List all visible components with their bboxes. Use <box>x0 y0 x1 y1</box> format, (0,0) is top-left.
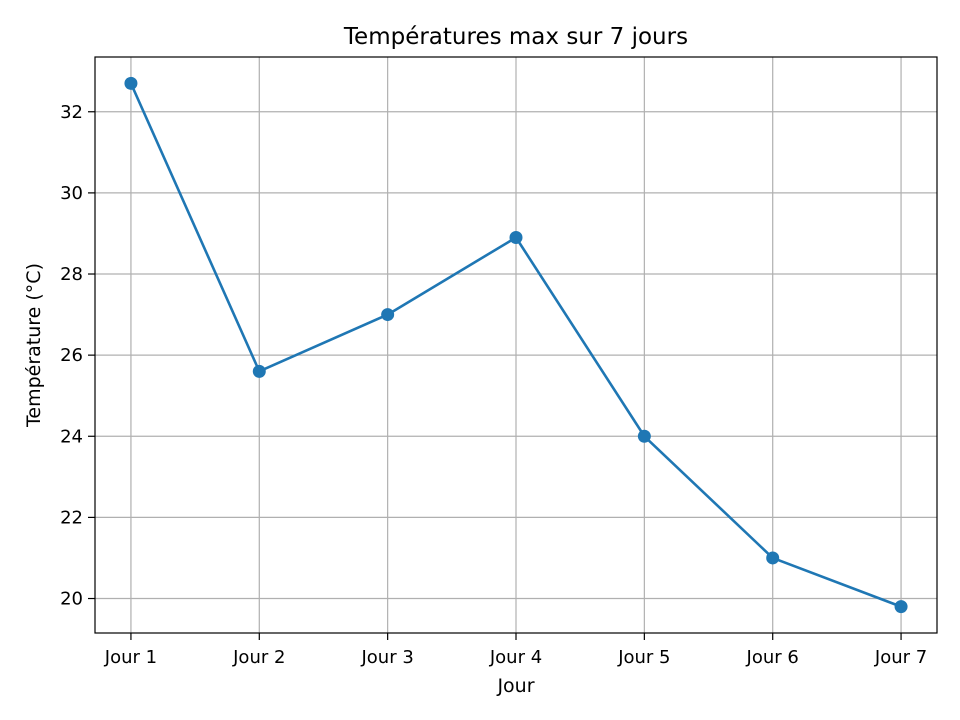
y-tick-label: 22 <box>60 507 83 528</box>
data-point <box>381 308 395 322</box>
data-point <box>637 429 651 443</box>
x-tick-label: Jour 2 <box>232 647 285 668</box>
data-point <box>124 76 138 90</box>
y-tick-label: 32 <box>60 102 83 123</box>
y-tick-label: 30 <box>60 183 83 204</box>
y-tick-label: 24 <box>60 426 83 447</box>
data-point <box>252 364 266 378</box>
x-tick-label: Jour 6 <box>746 647 799 668</box>
axis-ticks: Jour 1 Jour 2 Jour 3 Jour 4 Jour 5 Jour 6 Jour… <box>60 102 927 668</box>
grid <box>95 57 937 633</box>
x-axis-label: Jour <box>496 675 534 697</box>
y-tick-label: 26 <box>60 345 83 366</box>
data-point <box>766 551 780 565</box>
y-tick-label: 20 <box>60 589 83 610</box>
x-tick-label: Jour 3 <box>360 647 413 668</box>
x-tick-label: Jour 7 <box>874 647 927 668</box>
data-series <box>124 76 908 614</box>
data-point <box>894 600 908 614</box>
data-point <box>509 231 523 245</box>
x-tick-label: Jour 4 <box>489 647 542 668</box>
chart-title: Températures max sur 7 jours <box>343 24 688 50</box>
y-tick-label: 28 <box>60 264 83 285</box>
x-tick-label: Jour 5 <box>617 647 670 668</box>
x-tick-label: Jour 1 <box>104 647 157 668</box>
y-axis-label: Température (°C) <box>23 263 45 428</box>
